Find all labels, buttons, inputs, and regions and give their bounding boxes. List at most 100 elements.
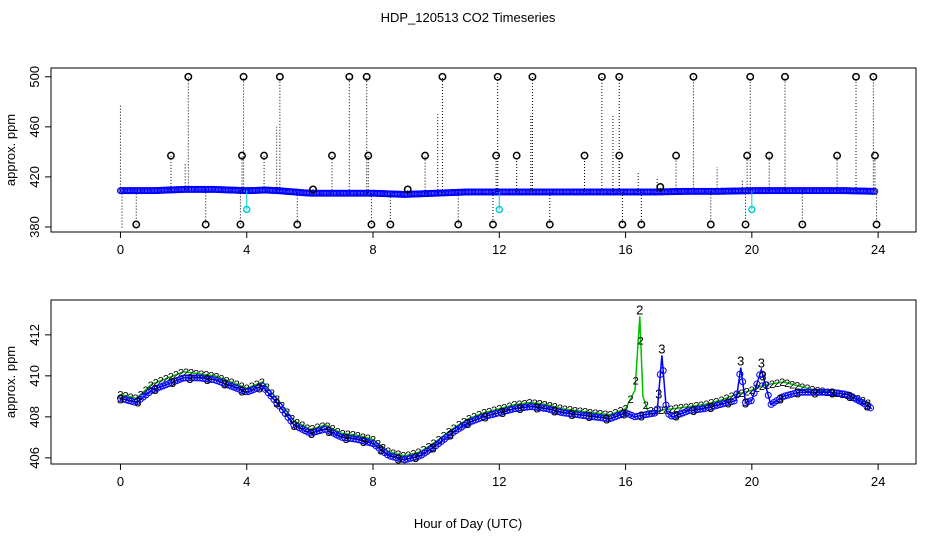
series-2-marker: 2 — [809, 385, 815, 397]
series-2-marker: 2 — [814, 386, 820, 398]
top-spike-point — [869, 72, 878, 81]
series-3-marker: 3 — [568, 407, 575, 422]
series-2-marker: 2 — [663, 405, 669, 417]
top-high-spikes-series — [184, 72, 878, 194]
top-spike-point — [275, 72, 284, 81]
series-3-marker: 3 — [672, 409, 679, 424]
series-3-marker: 3 — [586, 409, 593, 424]
series-3-point — [753, 380, 761, 388]
top-cyan-point — [495, 205, 504, 214]
bottom-x-tick-label: 4 — [243, 474, 250, 489]
bottom-plot-area: 0 4 8 12 16 20 2440640841041222222222222222222… — [27, 302, 885, 489]
series-3-marker: 3 — [707, 400, 714, 415]
series-3-marker: 3 — [308, 426, 315, 441]
series-2-marker: 2 — [143, 385, 149, 397]
series-2-marker: 2 — [178, 368, 184, 380]
series-3-marker: 3 — [204, 372, 211, 387]
series-2-marker: 2 — [168, 372, 174, 384]
series-3-marker: 3 — [863, 399, 870, 414]
top-spike-point — [386, 220, 395, 229]
top-y-tick-label: 420 — [27, 166, 42, 188]
series-3-marker: 3 — [603, 411, 610, 426]
series-3-marker: 3 — [759, 369, 766, 384]
series-2-marker: 2 — [799, 382, 805, 394]
top-spike-point — [580, 151, 589, 160]
top-y-tick-label: 460 — [27, 116, 42, 138]
bottom-plot-frame — [50, 299, 917, 465]
series-2-peak-label: 2 — [636, 302, 643, 317]
series-3-marker: 3 — [221, 377, 228, 392]
series-3-circles — [116, 367, 875, 464]
top-spike-point — [239, 72, 248, 81]
series-3-point — [764, 391, 772, 399]
series-2-marker: 2 — [289, 413, 295, 425]
series-3-marker: 3 — [377, 443, 384, 458]
top-x-tick-label: 8 — [369, 242, 376, 257]
top-spike-point — [706, 220, 715, 229]
bottom-y-tick-label: 410 — [27, 365, 42, 387]
series-2-marker: 2 — [153, 378, 159, 390]
top-spike-point — [454, 220, 463, 229]
series-3-point — [733, 390, 741, 398]
series-3-marker: 3 — [134, 394, 141, 409]
top-spike-point — [184, 72, 193, 81]
series-3-point — [131, 398, 139, 406]
top-spike-point — [765, 151, 774, 160]
top-spike-point — [201, 220, 210, 229]
top-spike-point — [438, 72, 447, 81]
series-3-point — [662, 401, 670, 409]
series-3-marker: 3 — [742, 396, 749, 411]
series-3-marker: 3 — [725, 396, 732, 411]
series-3-marker: 3 — [464, 416, 471, 431]
series-2-marker: 2 — [724, 393, 730, 405]
top-cyan-point — [242, 205, 251, 214]
series-2-marker: 2 — [173, 370, 179, 382]
series-3-marker: 3 — [499, 405, 506, 420]
series-3-marker: 3 — [638, 408, 645, 423]
series-3-marker: 3 — [534, 400, 541, 415]
bottom-y-tick-label: 412 — [27, 324, 42, 346]
top-spike-point — [656, 182, 665, 191]
top-spike-point — [512, 151, 521, 160]
bottom-x-tick-label: 24 — [871, 474, 885, 489]
top-spike-point — [618, 220, 627, 229]
top-x-tick-label: 16 — [618, 242, 632, 257]
series-3-marker: 3 — [273, 396, 280, 411]
top-spike-point — [362, 72, 371, 81]
series-3-marker: 3 — [186, 371, 193, 386]
series-3-point — [736, 370, 744, 378]
series-2-marker: 2 — [683, 402, 689, 414]
series-3-marker: 3 — [811, 385, 818, 400]
top-spike-point — [236, 220, 245, 229]
series-2-marker: 2 — [835, 388, 841, 400]
top-spike-point — [260, 151, 269, 160]
series-2-marker: 2 — [658, 405, 664, 417]
series-2-marker: 2 — [850, 392, 856, 404]
series-2-marker: 2 — [754, 383, 760, 395]
top-spike-point — [781, 72, 789, 81]
series-3-point — [867, 404, 875, 412]
series-2-marker: 2 — [734, 389, 740, 401]
series-2-marker: 2 — [774, 378, 780, 390]
top-x-tick-label: 12 — [492, 242, 506, 257]
top-spike-point — [421, 151, 430, 160]
series-2-marker: 2 — [794, 381, 800, 393]
series-3-marker: 3 — [256, 380, 263, 395]
top-spike-point — [852, 72, 860, 81]
series-3-point — [648, 410, 656, 418]
top-spike-point — [528, 72, 537, 81]
series-2-marker: 2 — [269, 388, 275, 400]
series-2-marker: 2 — [769, 379, 775, 391]
series-2-marker: 2 — [764, 380, 770, 392]
series-3-marker: 3 — [429, 441, 436, 456]
top-spike-point — [743, 151, 752, 160]
series-2-marker: 2 — [673, 403, 679, 415]
series-2-marker: 2 — [628, 394, 634, 406]
series-3-marker: 3 — [846, 389, 853, 404]
top-near-line-series — [309, 182, 665, 195]
series-3-marker: 3 — [169, 375, 176, 390]
series-2-marker: 2 — [158, 376, 164, 388]
top-y-tick-label: 380 — [27, 216, 42, 238]
series-3-point — [756, 371, 764, 379]
